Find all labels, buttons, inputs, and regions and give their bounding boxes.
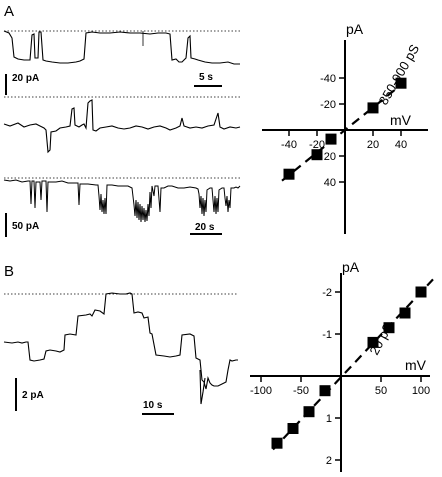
iv-a-data-point — [311, 149, 323, 161]
iv-b-data-point — [383, 322, 395, 334]
trace-b — [3, 292, 238, 390]
iv-a-data-point — [395, 77, 407, 89]
iv-b-fit-line — [272, 278, 434, 451]
iv-b-y-tick-label: -1 — [322, 329, 332, 341]
iv-b-x-tick-label: -50 — [293, 385, 309, 397]
iv-b-y-tick-label: 1 — [326, 413, 332, 425]
iv-b-x-tick-label: 100 — [412, 385, 430, 397]
iv-a-y-tick-label: -20 — [320, 99, 336, 111]
iv-a-x-unit: mV — [390, 112, 412, 128]
iv-b-data-point — [415, 286, 427, 298]
iv-b-data-point — [367, 336, 379, 348]
trace-b-dip — [199, 369, 206, 405]
iv-a-data-point — [367, 102, 379, 114]
iv-a-y-tick-label: 40 — [324, 177, 336, 189]
iv-b-data-point — [319, 385, 331, 397]
scalebar-2-time-label: 20 s — [195, 222, 215, 233]
iv-b-y-tick-label: 2 — [326, 455, 332, 467]
trace-2 — [3, 99, 241, 154]
iv-a-x-tick-label: 40 — [395, 139, 407, 151]
iv-a-data-point — [283, 168, 295, 180]
iv-b-data-point — [399, 307, 411, 319]
iv-b-y-tick-label: -2 — [322, 287, 332, 299]
trace-1 — [3, 30, 240, 65]
iv-b-x-unit: mV — [405, 357, 427, 373]
scalebar-b-current-label: 2 pA — [22, 390, 44, 401]
panel-label-b: B — [4, 263, 14, 280]
scalebar-1-current-label: 20 pA — [12, 73, 39, 84]
iv-a-fit-label: 850-900 pS — [376, 41, 423, 107]
panel-label-a: A — [4, 3, 14, 20]
iv-a-fit-line — [281, 78, 409, 182]
iv-a-y-tick-label: 20 — [324, 151, 336, 163]
iv-b-data-point — [303, 406, 315, 418]
iv-a-y-tick-label: -40 — [320, 73, 336, 85]
iv-a-data-point — [325, 133, 337, 145]
iv-b-x-tick-label: -100 — [250, 385, 272, 397]
iv-b-data-point — [287, 423, 299, 434]
panel-b-traces: 2 pA 10 s — [3, 292, 238, 415]
iv-b-y-unit: pA — [342, 259, 360, 275]
iv-a-x-tick-label: -40 — [281, 139, 297, 151]
iv-b-data-point — [271, 437, 283, 449]
trace-3 — [3, 179, 241, 223]
iv-b-x-tick-label: 50 — [375, 385, 387, 397]
iv-a-x-tick-label: 20 — [367, 139, 379, 151]
iv-a-y-unit: pA — [346, 21, 364, 37]
scalebar-2-current-label: 50 pA — [12, 221, 39, 232]
scalebar-1-time-label: 5 s — [199, 72, 213, 83]
scalebar-b-time-label: 10 s — [143, 400, 163, 411]
panel-a-traces: 20 pA 5 s 50 pA 20 s — [3, 30, 241, 237]
